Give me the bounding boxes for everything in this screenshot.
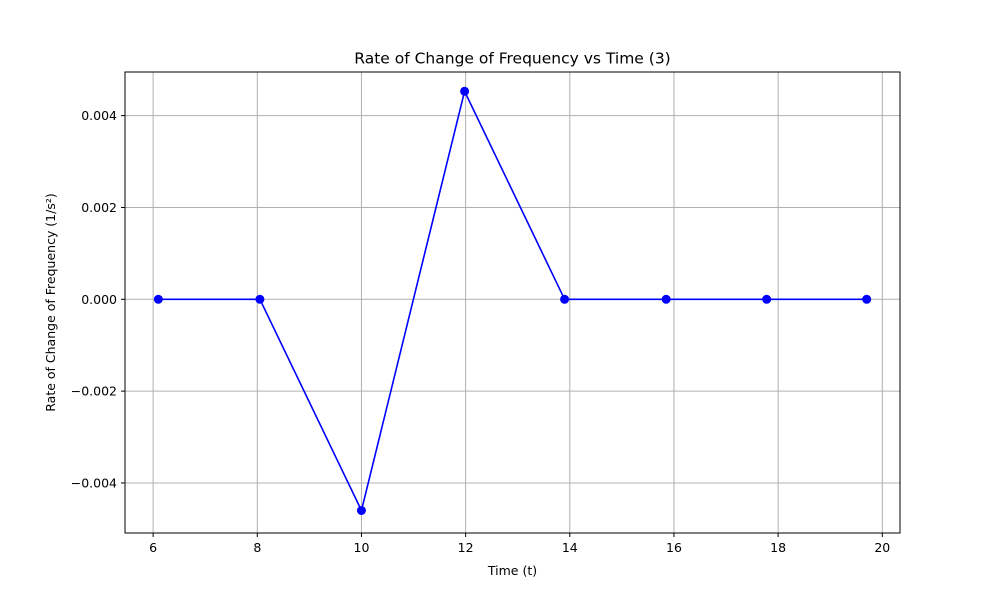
data-point xyxy=(460,86,470,96)
series-layer xyxy=(153,86,872,516)
data-point xyxy=(762,294,772,304)
data-point xyxy=(661,294,671,304)
x-tick-label: 14 xyxy=(562,540,578,555)
x-tick-label: 6 xyxy=(149,540,157,555)
grid xyxy=(125,72,900,533)
chart-title: Rate of Change of Frequency vs Time (3) xyxy=(354,50,670,68)
data-point xyxy=(560,294,570,304)
series-line xyxy=(158,90,867,512)
data-point xyxy=(862,294,872,304)
y-tick-label: 0.004 xyxy=(81,108,117,123)
y-tick-label: −0.004 xyxy=(71,475,117,490)
data-point xyxy=(255,294,265,304)
x-tick-label: 12 xyxy=(458,540,474,555)
data-point xyxy=(356,506,366,516)
data-point xyxy=(153,294,163,304)
plot-frame xyxy=(124,71,901,534)
y-tick-label: 0.000 xyxy=(81,292,117,307)
x-axis-label: Time (t) xyxy=(487,563,537,578)
ticks: 6 8 10 12 14 16 18 20 −0.004 −0.002 0.000 0.002 0.00… xyxy=(71,108,891,555)
y-axis-label: Rate of Change of Frequency (1/s²) xyxy=(43,193,58,412)
x-tick-label: 18 xyxy=(770,540,786,555)
x-tick-label: 16 xyxy=(666,540,682,555)
x-tick-label: 20 xyxy=(874,540,890,555)
x-tick-label: 8 xyxy=(253,540,261,555)
y-tick-label: 0.002 xyxy=(81,200,117,215)
y-tick-label: −0.002 xyxy=(71,384,117,399)
x-tick-label: 10 xyxy=(354,540,370,555)
